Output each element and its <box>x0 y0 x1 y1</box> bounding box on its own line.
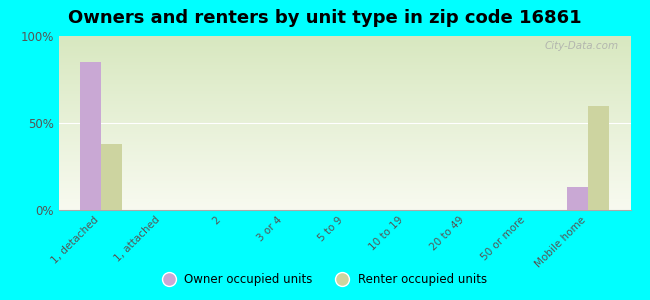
Bar <box>567 188 588 210</box>
Text: City-Data.com: City-Data.com <box>545 41 619 51</box>
Bar <box>588 106 609 210</box>
Text: Owners and renters by unit type in zip code 16861: Owners and renters by unit type in zip c… <box>68 9 582 27</box>
Bar <box>101 144 122 210</box>
Bar <box>80 62 101 210</box>
Legend: Owner occupied units, Renter occupied units: Owner occupied units, Renter occupied un… <box>159 269 491 291</box>
